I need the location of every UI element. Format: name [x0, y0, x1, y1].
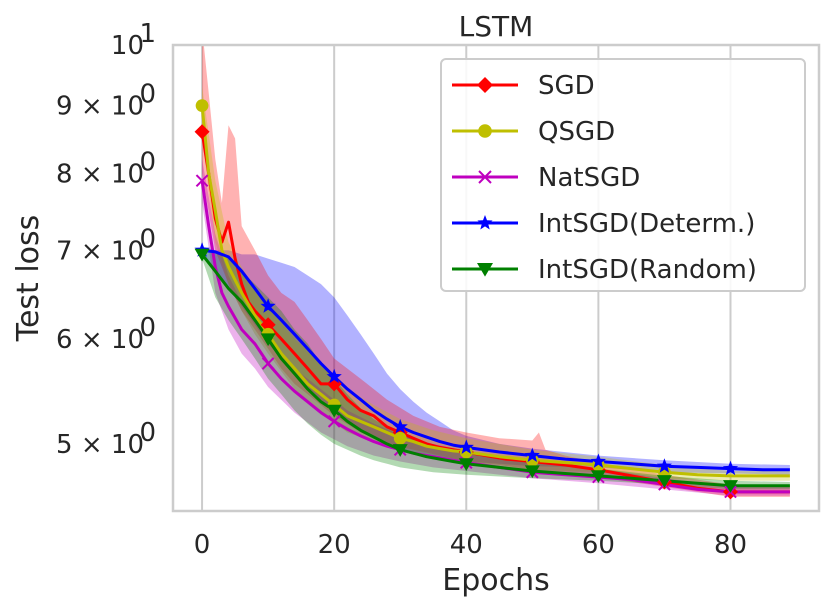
star-marker — [477, 215, 493, 230]
y-tick-exponent: 0 — [139, 224, 156, 254]
band-sgd — [202, 45, 790, 497]
band-natsgd — [202, 159, 790, 496]
triangle-down-marker — [260, 333, 276, 347]
legend-label: QSGD — [538, 117, 615, 147]
triangle-down-marker — [458, 458, 474, 471]
data-point — [260, 317, 276, 333]
x-marker — [478, 170, 492, 184]
y-tick-label: 110 — [111, 19, 156, 61]
y-tick-base: 5 × 10 — [56, 430, 144, 460]
legend-label: IntSGD(Random) — [538, 255, 757, 285]
data-point — [261, 357, 275, 370]
legend-label: IntSGD(Determ.) — [538, 209, 755, 239]
star-marker — [392, 418, 408, 434]
x-tick-label: 0 — [194, 530, 211, 560]
diamond-marker — [194, 124, 210, 140]
triangle-down-marker — [524, 465, 540, 479]
legend-item: IntSGD(Determ.) — [452, 209, 755, 239]
legend-frame — [440, 58, 806, 292]
y-tick-label: 06 × 10 — [56, 313, 156, 355]
legend-item: QSGD — [452, 117, 615, 147]
data-point — [656, 458, 672, 473]
data-point — [195, 174, 209, 187]
diamond-marker — [260, 317, 276, 333]
data-point — [458, 458, 474, 471]
data-point — [326, 368, 342, 384]
star-marker — [722, 460, 739, 476]
triangle-down-marker — [392, 444, 408, 457]
circle-marker — [393, 431, 407, 445]
legend-item: NatSGD — [452, 163, 640, 193]
star-marker — [260, 298, 276, 313]
y-tick-exponent: 0 — [139, 80, 156, 110]
diamond-marker — [477, 77, 493, 93]
data-point — [393, 431, 407, 445]
series-markers — [194, 99, 739, 500]
star-marker — [656, 458, 672, 473]
data-point — [524, 447, 540, 462]
x-tick-label: 40 — [450, 530, 483, 560]
legend-label: NatSGD — [538, 163, 640, 193]
legend: SGD QSGD NatSGD IntSGD(Determ.) IntSGD(Rando… — [440, 58, 806, 292]
x-marker — [195, 174, 209, 187]
data-point — [722, 460, 739, 476]
y-tick-label: 08 × 10 — [56, 147, 156, 189]
y-tick-exponent: 0 — [139, 147, 156, 177]
y-tick-exponent: 1 — [139, 19, 156, 49]
y-tick-exponent: 0 — [139, 418, 156, 448]
data-point — [524, 465, 540, 479]
x-axis-label: Epochs — [442, 563, 550, 598]
data-point — [260, 333, 276, 347]
y-tick-exponent: 0 — [139, 313, 156, 343]
star-marker — [590, 453, 606, 468]
chart-title: LSTM — [459, 10, 534, 43]
data-point — [327, 415, 341, 428]
data-point — [458, 439, 474, 454]
legend-item: SGD — [452, 71, 595, 101]
y-tick-label: 09 × 10 — [56, 80, 156, 122]
y-tick-base: 6 × 10 — [56, 325, 144, 355]
triangle-down-marker — [477, 263, 493, 277]
data-point — [195, 99, 209, 113]
legend-label: SGD — [538, 71, 595, 101]
line-qsgd — [200, 105, 790, 478]
x-tick-label: 20 — [318, 530, 351, 560]
y-tick-label: 05 × 10 — [56, 418, 156, 460]
data-point — [722, 480, 738, 493]
star-marker — [524, 447, 540, 462]
circle-marker — [478, 124, 492, 138]
data-point — [194, 248, 210, 262]
data-point — [392, 444, 408, 457]
data-point — [194, 124, 210, 140]
y-tick-base: 8 × 10 — [56, 159, 144, 189]
triangle-down-marker — [656, 475, 672, 488]
x-tick-labels: 0 20 40 60 80 — [194, 530, 747, 560]
data-point — [590, 470, 606, 484]
y-tick-base: 7 × 10 — [56, 236, 144, 266]
y-axis-label: Test loss — [11, 215, 46, 343]
y-tick-base: 10 — [111, 31, 144, 61]
x-marker — [327, 415, 341, 428]
data-point — [392, 418, 408, 434]
star-marker — [326, 368, 342, 384]
legend-item: IntSGD(Random) — [452, 255, 757, 285]
data-point — [590, 453, 606, 468]
data-point — [260, 298, 276, 313]
x-marker — [261, 357, 275, 370]
data-point — [656, 475, 672, 488]
star-marker — [458, 439, 474, 454]
circle-marker — [195, 99, 209, 113]
y-tick-base: 9 × 10 — [56, 92, 144, 122]
plot-frame — [171, 43, 821, 513]
x-tick-label: 60 — [582, 530, 615, 560]
x-tick-label: 80 — [714, 530, 747, 560]
data-point — [326, 404, 342, 418]
triangle-down-marker — [722, 480, 738, 493]
triangle-down-marker — [326, 404, 342, 418]
triangle-down-marker — [194, 248, 210, 262]
y-tick-label: 07 × 10 — [56, 224, 156, 266]
triangle-down-marker — [590, 470, 606, 484]
